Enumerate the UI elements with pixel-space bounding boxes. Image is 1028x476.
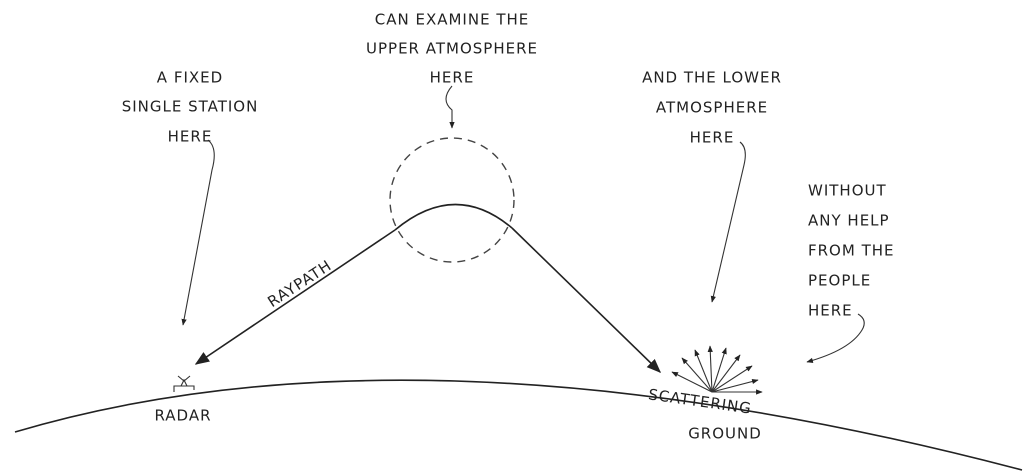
pointer-people <box>806 313 865 363</box>
raypath-down <box>194 229 396 365</box>
annotation-line: CAN EXAMINE THE <box>375 11 530 29</box>
raypath-apex <box>394 203 513 231</box>
annotation-line: FROM THE <box>808 242 895 260</box>
annotation-line: HERE <box>168 128 213 146</box>
annotation-line: HERE <box>690 129 735 147</box>
annotation-line: HERE <box>430 69 475 87</box>
pointer-lower <box>710 141 746 303</box>
annotation-line: ANY HELP <box>808 212 890 230</box>
annotation-line: AND THE LOWER <box>642 69 782 87</box>
annotation-line: PEOPLE <box>808 272 871 290</box>
pointer-upper <box>445 85 455 129</box>
annotation-line: SINGLE STATION <box>122 98 259 116</box>
annotation-line: WITHOUT <box>808 182 887 200</box>
scattering-label: GROUND <box>688 425 762 443</box>
radar-icon <box>173 375 195 392</box>
annotation-line: UPPER ATMOSPHERE <box>366 40 538 58</box>
radar-label: RADAR <box>154 407 211 425</box>
pointer-station <box>181 139 215 326</box>
raypath-label: RAYPATH <box>264 256 335 311</box>
scattering-label: SCATTERING <box>647 385 753 417</box>
annotation-line: ATMOSPHERE <box>656 99 768 117</box>
upper-atmosphere-region <box>389 137 515 263</box>
earth-surface <box>14 379 1023 471</box>
annotation-line: HERE <box>808 302 853 320</box>
raypath-return <box>511 227 662 374</box>
scatter-arrows <box>671 345 763 395</box>
annotation-line: A FIXED <box>157 69 223 87</box>
